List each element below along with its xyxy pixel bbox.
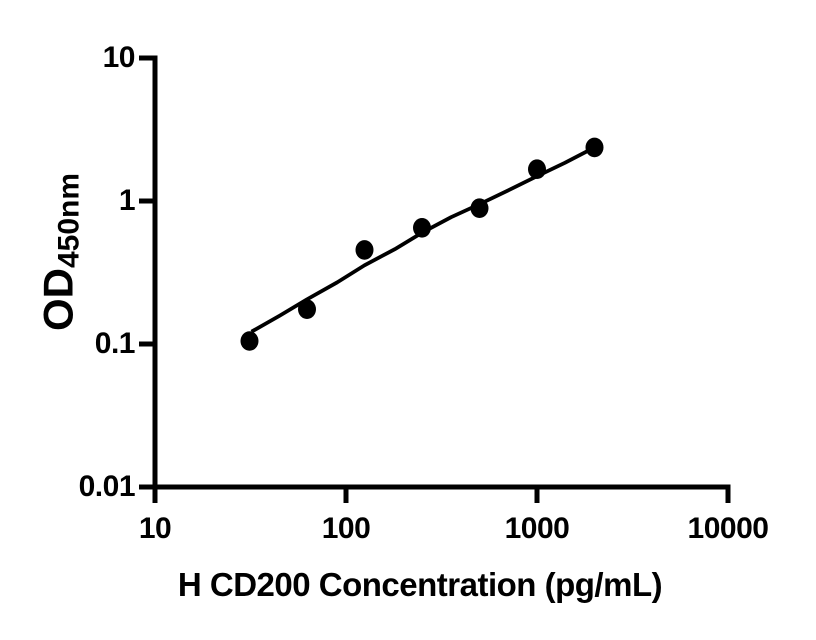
data-point: [528, 159, 546, 179]
x-axis-tick-label: 10000: [687, 512, 769, 545]
data-point: [298, 299, 316, 320]
data-point: [470, 198, 489, 218]
y-axis-title-main: OD: [34, 268, 82, 332]
y-axis-tick-label: 0.01: [78, 470, 136, 503]
data-point: [585, 137, 604, 158]
x-axis-tick-label: 10: [138, 512, 172, 545]
y-axis-tick-label: 10: [102, 41, 136, 74]
x-axis-tick-label: 1000: [504, 512, 570, 545]
data-point: [413, 218, 431, 238]
y-axis-tick-label: 0.1: [94, 327, 136, 360]
data-point: [355, 240, 374, 260]
x-axis-title: H CD200 Concentration (pg/mL): [177, 566, 663, 603]
axis-spine: [152, 55, 731, 490]
data-point: [240, 331, 259, 351]
y-axis-tick-label: 1: [118, 184, 136, 217]
x-axis-tick-label: 100: [321, 512, 371, 545]
